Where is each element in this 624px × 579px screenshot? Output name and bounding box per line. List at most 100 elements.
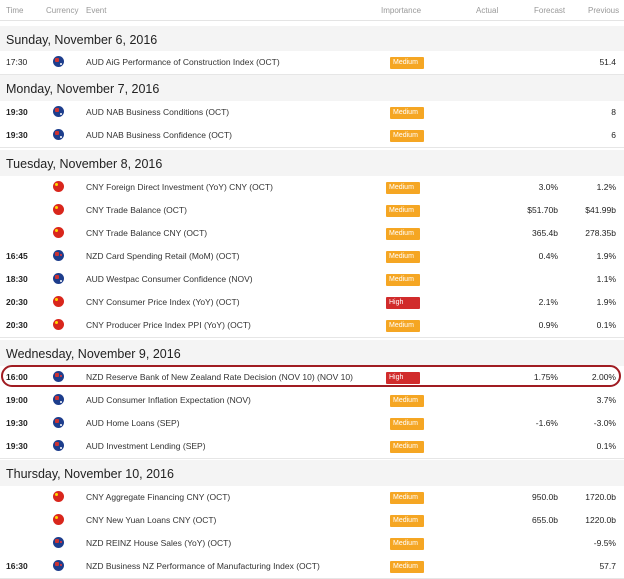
importance-badge: Medium xyxy=(386,274,420,286)
importance-badge: Medium xyxy=(390,395,424,407)
table-row[interactable]: CNY Foreign Direct Investment (YoY) CNY … xyxy=(0,176,624,200)
table-row[interactable]: 17:30 AUD AiG Performance of Constructio… xyxy=(0,51,624,75)
table-row[interactable]: NZD REINZ House Sales (YoY) (OCT) Medium… xyxy=(0,532,624,556)
importance-badge: Medium xyxy=(386,320,420,332)
event-name[interactable]: AUD Investment Lending (SEP) xyxy=(86,441,206,451)
china-flag-icon xyxy=(53,204,64,215)
importance-badge: Medium xyxy=(390,492,424,504)
forecast-value: 365.4b xyxy=(532,228,558,238)
event-name[interactable]: CNY Producer Price Index PPI (YoY) (OCT) xyxy=(86,320,251,330)
table-row[interactable]: 20:30 CNY Consumer Price Index (YoY) (OC… xyxy=(0,291,624,315)
event-name[interactable]: AUD AiG Performance of Construction Inde… xyxy=(86,57,280,67)
new-zealand-flag-icon xyxy=(53,250,64,261)
table-row-highlighted[interactable]: 16:00 NZD Reserve Bank of New Zealand Ra… xyxy=(0,366,624,390)
event-name[interactable]: AUD Home Loans (SEP) xyxy=(86,418,180,428)
previous-value: 278.35b xyxy=(585,228,616,238)
table-row[interactable]: CNY New Yuan Loans CNY (OCT) Medium 655.… xyxy=(0,509,624,533)
event-name[interactable]: AUD Westpac Consumer Confidence (NOV) xyxy=(86,274,253,284)
australia-flag-icon xyxy=(53,56,64,67)
table-header: Time Currency Event Importance Actual Fo… xyxy=(0,0,624,21)
event-name[interactable]: AUD Consumer Inflation Expectation (NOV) xyxy=(86,395,251,405)
day-header: Monday, November 7, 2016 xyxy=(0,75,624,101)
event-time: 16:30 xyxy=(6,561,28,571)
event-name[interactable]: NZD REINZ House Sales (YoY) (OCT) xyxy=(86,538,232,548)
event-name[interactable]: CNY Foreign Direct Investment (YoY) CNY … xyxy=(86,182,273,192)
table-row[interactable]: 19:30 AUD NAB Business Confidence (OCT) … xyxy=(0,124,624,148)
day-label: Thursday, November 10, 2016 xyxy=(6,467,174,481)
table-row[interactable]: 16:30 NZD Business NZ Performance of Man… xyxy=(0,555,624,579)
event-name[interactable]: NZD Reserve Bank of New Zealand Rate Dec… xyxy=(86,372,353,382)
importance-badge: Medium xyxy=(386,251,420,263)
previous-value: -9.5% xyxy=(593,538,616,548)
event-name[interactable]: NZD Business NZ Performance of Manufactu… xyxy=(86,561,320,571)
event-name[interactable]: AUD NAB Business Conditions (OCT) xyxy=(86,107,230,117)
event-time: 19:30 xyxy=(6,441,28,451)
previous-value: 1720.0b xyxy=(585,492,616,502)
table-row[interactable]: CNY Trade Balance CNY (OCT) Medium 365.4… xyxy=(0,222,624,246)
importance-badge: Medium xyxy=(390,418,424,430)
previous-value: 51.4 xyxy=(599,57,616,67)
col-actual[interactable]: Actual xyxy=(476,6,499,15)
importance-badge: Medium xyxy=(390,515,424,527)
new-zealand-flag-icon xyxy=(53,537,64,548)
table-row[interactable]: 16:45 NZD Card Spending Retail (MoM) (OC… xyxy=(0,245,624,269)
event-time: 19:30 xyxy=(6,130,28,140)
day-header: Sunday, November 6, 2016 xyxy=(0,26,624,52)
day-label: Sunday, November 6, 2016 xyxy=(6,33,158,47)
previous-value: 1.1% xyxy=(596,274,616,284)
day-label: Monday, November 7, 2016 xyxy=(6,82,160,96)
australia-flag-icon xyxy=(53,273,64,284)
col-event[interactable]: Event xyxy=(86,6,107,15)
new-zealand-flag-icon xyxy=(53,371,64,382)
importance-badge: Medium xyxy=(386,182,420,194)
importance-badge: Medium xyxy=(386,205,420,217)
forecast-value: $51.70b xyxy=(527,205,558,215)
table-row[interactable]: CNY Trade Balance (OCT) Medium $51.70b $… xyxy=(0,199,624,223)
previous-value: 1.9% xyxy=(596,251,616,261)
event-time: 19:30 xyxy=(6,107,28,117)
col-currency[interactable]: Currency xyxy=(46,6,79,15)
event-name[interactable]: CNY New Yuan Loans CNY (OCT) xyxy=(86,515,217,525)
importance-badge: Medium xyxy=(390,107,424,119)
event-name[interactable]: AUD NAB Business Confidence (OCT) xyxy=(86,130,232,140)
new-zealand-flag-icon xyxy=(53,560,64,571)
event-name[interactable]: CNY Trade Balance CNY (OCT) xyxy=(86,228,208,238)
col-previous[interactable]: Previous xyxy=(588,6,620,15)
china-flag-icon xyxy=(53,491,64,502)
table-row[interactable]: 20:30 CNY Producer Price Index PPI (YoY)… xyxy=(0,314,624,338)
previous-value: 2.00% xyxy=(591,372,616,382)
event-name[interactable]: CNY Aggregate Financing CNY (OCT) xyxy=(86,492,231,502)
previous-value: 1.9% xyxy=(596,297,616,307)
importance-badge: High xyxy=(386,372,420,384)
col-time[interactable]: Time xyxy=(6,6,24,15)
previous-value: -3.0% xyxy=(593,418,616,428)
col-importance[interactable]: Importance xyxy=(381,6,422,15)
importance-badge: High xyxy=(386,297,420,309)
previous-value: 8 xyxy=(611,107,616,117)
forecast-value: 2.1% xyxy=(538,297,558,307)
event-time: 16:45 xyxy=(6,251,28,261)
table-row[interactable]: 18:30 AUD Westpac Consumer Confidence (N… xyxy=(0,268,624,292)
event-name[interactable]: CNY Consumer Price Index (YoY) (OCT) xyxy=(86,297,240,307)
table-row[interactable]: CNY Aggregate Financing CNY (OCT) Medium… xyxy=(0,486,624,510)
table-row[interactable]: 19:30 AUD Investment Lending (SEP) Mediu… xyxy=(0,435,624,459)
previous-value: 3.7% xyxy=(596,395,616,405)
australia-flag-icon xyxy=(53,106,64,117)
event-time: 19:30 xyxy=(6,418,28,428)
previous-value: 0.1% xyxy=(596,320,616,330)
day-header: Tuesday, November 8, 2016 xyxy=(0,150,624,176)
table-row[interactable]: 19:30 AUD Home Loans (SEP) Medium -1.6% … xyxy=(0,412,624,436)
table-row[interactable]: 19:00 AUD Consumer Inflation Expectation… xyxy=(0,389,624,413)
importance-badge: Medium xyxy=(390,130,424,142)
importance-badge: Medium xyxy=(390,538,424,550)
forecast-value: -1.6% xyxy=(535,418,558,428)
previous-value: 57.7 xyxy=(599,561,616,571)
event-name[interactable]: CNY Trade Balance (OCT) xyxy=(86,205,187,215)
event-time: 20:30 xyxy=(6,297,28,307)
event-name[interactable]: NZD Card Spending Retail (MoM) (OCT) xyxy=(86,251,240,261)
forecast-value: 655.0b xyxy=(532,515,558,525)
event-time: 19:00 xyxy=(6,395,28,405)
australia-flag-icon xyxy=(53,417,64,428)
table-row[interactable]: 19:30 AUD NAB Business Conditions (OCT) … xyxy=(0,101,624,125)
col-forecast[interactable]: Forecast xyxy=(534,6,566,15)
